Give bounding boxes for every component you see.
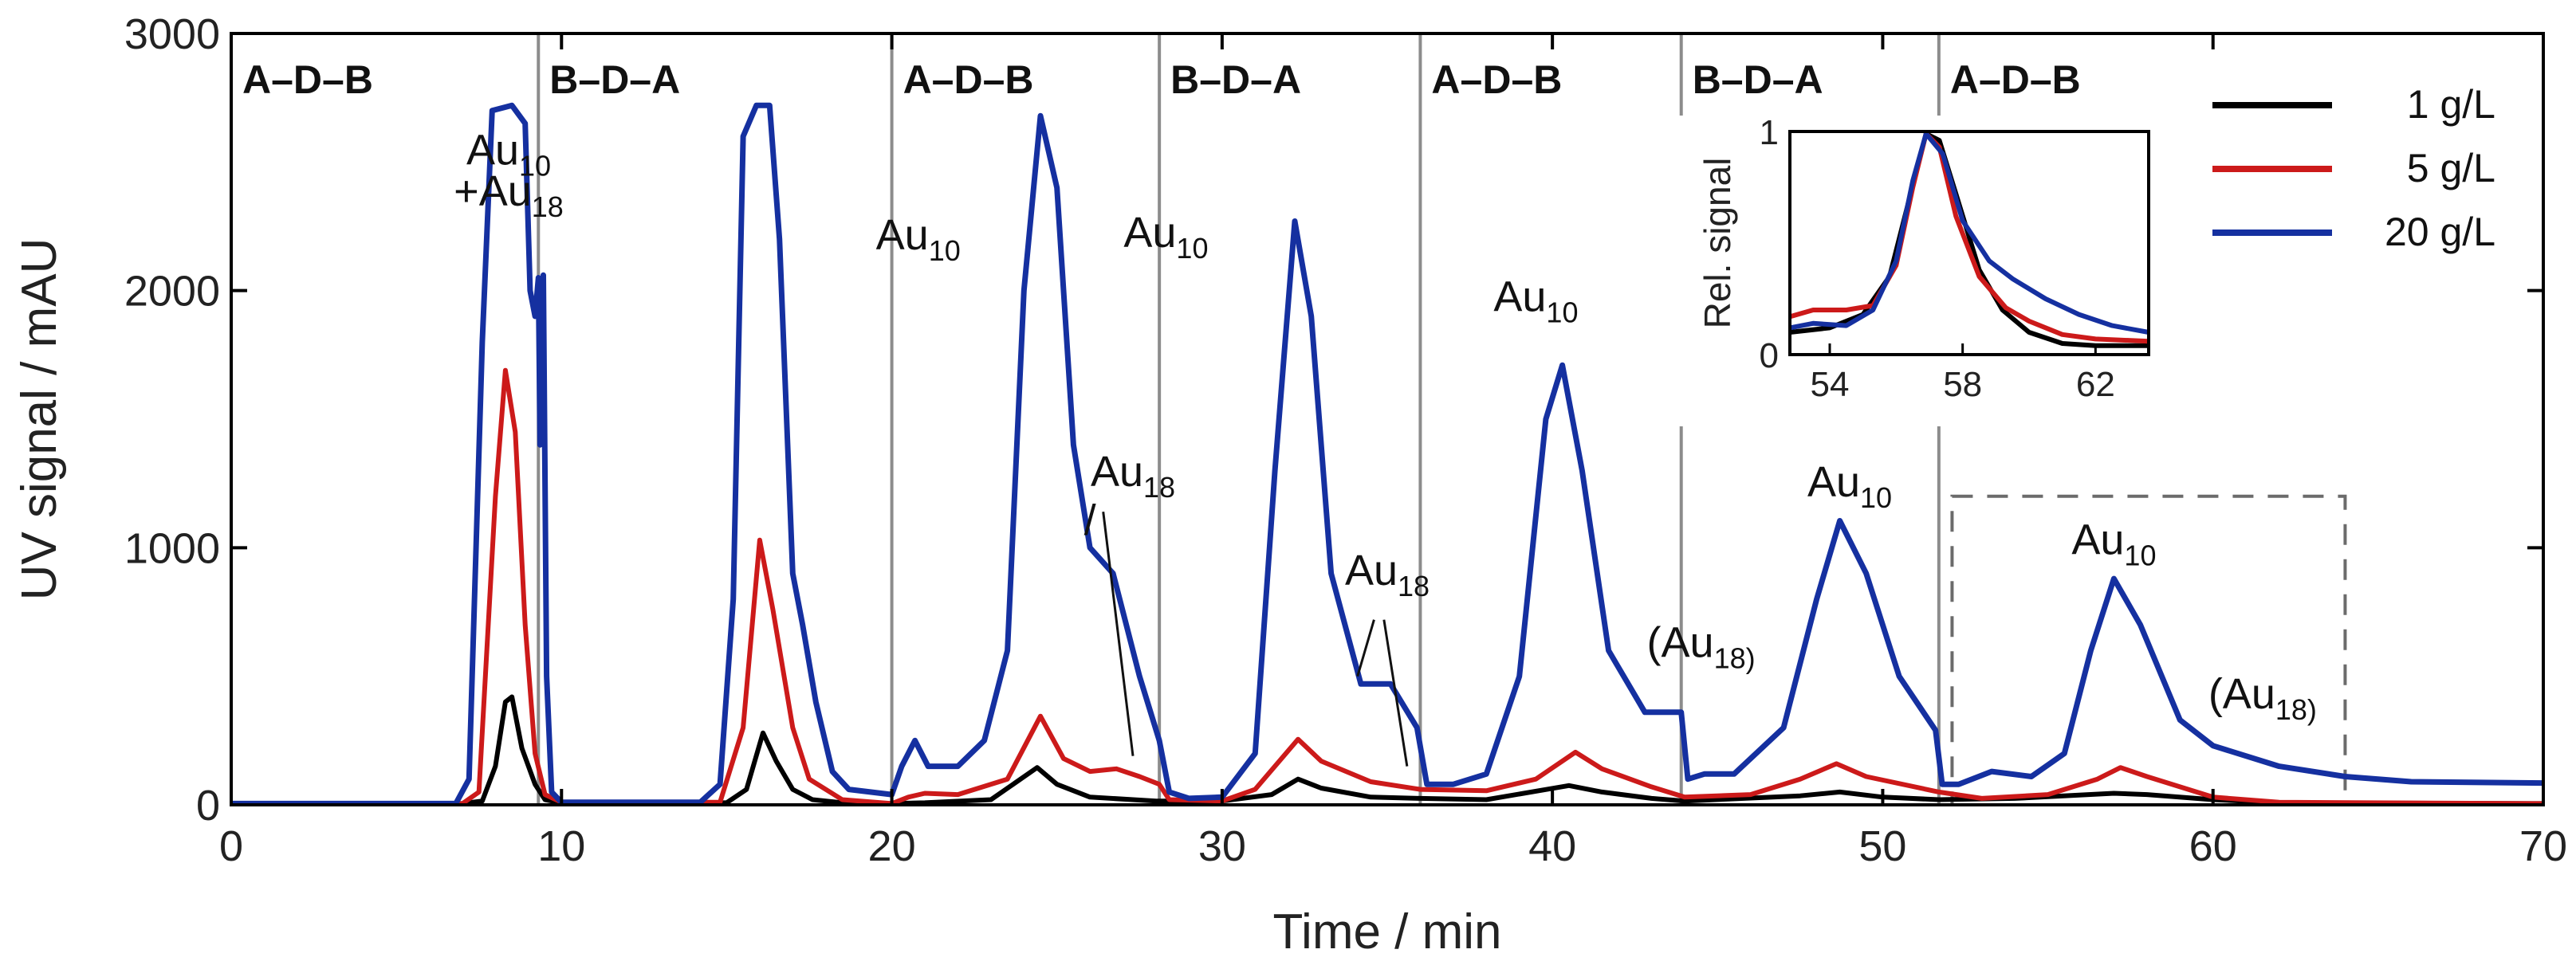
peak-label-subscript: 18) xyxy=(1714,641,1756,674)
y-axis-title: UV signal / mAU xyxy=(12,238,67,601)
plot-frame xyxy=(230,32,2545,806)
peak-label-subscript: 18 xyxy=(1398,570,1430,602)
peak-label-subscript: 10 xyxy=(929,234,961,267)
legend: 1 g/L 5 g/L 20 g/L xyxy=(2212,82,2495,254)
peak-label-10: Au10 xyxy=(2071,516,2156,571)
inset-x-tick-label-0: 54 xyxy=(1811,365,1850,404)
y-tick-label-0: 0 xyxy=(196,782,220,830)
x-axis-title: Time / min xyxy=(1272,904,1501,959)
peak-label-9: Au10 xyxy=(1807,458,1892,514)
peak-label-text: Au xyxy=(466,127,519,175)
inset-y-tick-label-1: 1 xyxy=(1760,113,1779,152)
plot-area: A–D–B B–D–A A–D–B B–D–A A–D–B B–D–A A–D–BAu10+… xyxy=(124,10,2567,870)
x-tick-label-6: 60 xyxy=(2189,822,2237,870)
peak-label-8: (Au18) xyxy=(1647,618,1756,674)
y-tick-label-3: 3000 xyxy=(124,10,220,58)
segment-label-6: A–D–B xyxy=(1950,57,2081,102)
peak-label-subscript: 10 xyxy=(519,150,551,182)
peak-label-subscript: 10 xyxy=(1860,481,1892,514)
inset-y-tick-label-0: 0 xyxy=(1760,336,1779,375)
peak-label-subscript: 10 xyxy=(1176,232,1208,265)
peak-label-text: Au xyxy=(2071,516,2124,563)
legend-label-2: 20 g/L xyxy=(2385,210,2495,254)
leader-line-0 xyxy=(1102,511,1135,756)
peak-label-subscript: 18 xyxy=(532,190,564,223)
legend-label-0: 1 g/L xyxy=(2407,82,2495,127)
peak-label-text: (Au xyxy=(2208,670,2275,718)
x-tick-label-1: 10 xyxy=(537,822,585,870)
peak-label-11: (Au18) xyxy=(2208,670,2317,726)
segment-label-5: B–D–A xyxy=(1693,57,1823,102)
leader-line-1 xyxy=(1382,619,1409,767)
peak-label-2: Au10 xyxy=(876,211,961,267)
segment-label-1: B–D–A xyxy=(549,57,680,102)
y-tick-label-1: 1000 xyxy=(124,524,220,572)
segment-label-3: B–D–A xyxy=(1170,57,1301,102)
peak-label-text: Au xyxy=(1091,448,1143,496)
peak-label-text: Au xyxy=(1123,209,1176,257)
peak-label-3: Au18 xyxy=(1091,448,1175,504)
peak-label-text: Au xyxy=(1493,273,1546,320)
peak-label-text: +Au xyxy=(454,167,532,215)
inset-x-tick-label-2: 62 xyxy=(2076,365,2115,404)
leader-line-2 xyxy=(1356,619,1375,677)
series-line-1-g-l xyxy=(231,694,2544,806)
x-tick-label-4: 40 xyxy=(1528,822,1576,870)
peak-label-text: (Au xyxy=(1647,618,1714,666)
inset-y-axis-title: Rel. signal xyxy=(1697,158,1738,329)
segment-label-4: A–D–B xyxy=(1431,57,1562,102)
x-tick-label-0: 0 xyxy=(219,822,243,870)
series-line-20-g-l xyxy=(231,102,2544,806)
peak-label-text: Au xyxy=(1345,547,1398,594)
peak-label-text: Au xyxy=(1807,458,1860,506)
peak-label-subscript: 10 xyxy=(1546,296,1578,328)
inset-x-tick-label-1: 58 xyxy=(1943,365,1982,404)
x-tick-label-3: 30 xyxy=(1198,822,1246,870)
peak-label-5: Au10 xyxy=(1123,209,1208,265)
peak-label-4: / xyxy=(1084,496,1096,544)
peak-label-7: Au10 xyxy=(1493,273,1578,328)
peak-label-text: / xyxy=(1084,496,1096,544)
y-tick-label-2: 2000 xyxy=(124,268,220,316)
peak-label-0: Au10 xyxy=(466,127,551,182)
x-tick-label-7: 70 xyxy=(2519,822,2567,870)
inset-series-line-20-g-l xyxy=(1789,131,2149,335)
segment-label-0: A–D–B xyxy=(242,57,373,102)
peak-label-subscript: 18 xyxy=(1143,471,1175,504)
inset-frame xyxy=(1788,130,2150,356)
peak-label-1: +Au18 xyxy=(454,167,564,223)
peak-label-6: Au18 xyxy=(1345,547,1430,602)
x-tick-label-2: 20 xyxy=(868,822,916,870)
legend-label-1: 5 g/L xyxy=(2407,146,2495,190)
peak-label-text: Au xyxy=(876,211,929,259)
peak-label-subscript: 18) xyxy=(2275,693,2317,726)
segment-label-2: A–D–B xyxy=(903,57,1034,102)
inset: 54 58 62 0 1 Rel. signal xyxy=(1670,113,2165,426)
x-tick-label-5: 50 xyxy=(1858,822,1906,870)
peak-label-subscript: 10 xyxy=(2124,539,2156,571)
